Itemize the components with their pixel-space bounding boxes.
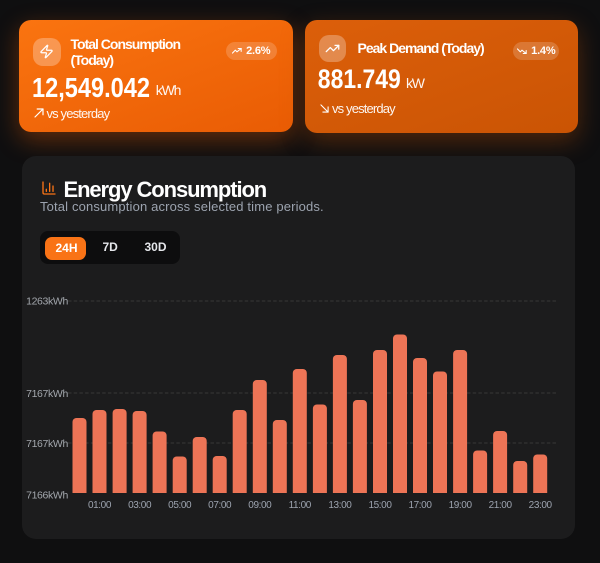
- svg-text:05:00: 05:00: [168, 500, 192, 511]
- svg-text:7166kWh: 7166kWh: [26, 490, 68, 502]
- svg-text:07:00: 07:00: [208, 500, 232, 511]
- svg-text:19:00: 19:00: [449, 500, 473, 511]
- svg-text:12,549.042: 12,549.042: [32, 72, 150, 103]
- svg-text:1263kWh: 1263kWh: [26, 296, 68, 308]
- svg-text:09:00: 09:00: [248, 500, 272, 511]
- svg-text:7167kWh: 7167kWh: [26, 438, 68, 450]
- svg-text:15:00: 15:00: [368, 500, 392, 511]
- svg-text:881.749: 881.749: [318, 64, 401, 94]
- svg-text:23:00: 23:00: [529, 500, 553, 511]
- svg-text:13:00: 13:00: [328, 500, 352, 511]
- svg-text:17:00: 17:00: [408, 500, 432, 511]
- svg-text:01:00: 01:00: [88, 500, 112, 511]
- svg-text:03:00: 03:00: [128, 500, 152, 511]
- svg-text:11:00: 11:00: [289, 500, 312, 511]
- svg-text:7167kWh: 7167kWh: [26, 388, 68, 400]
- svg-text:21:00: 21:00: [489, 500, 513, 511]
